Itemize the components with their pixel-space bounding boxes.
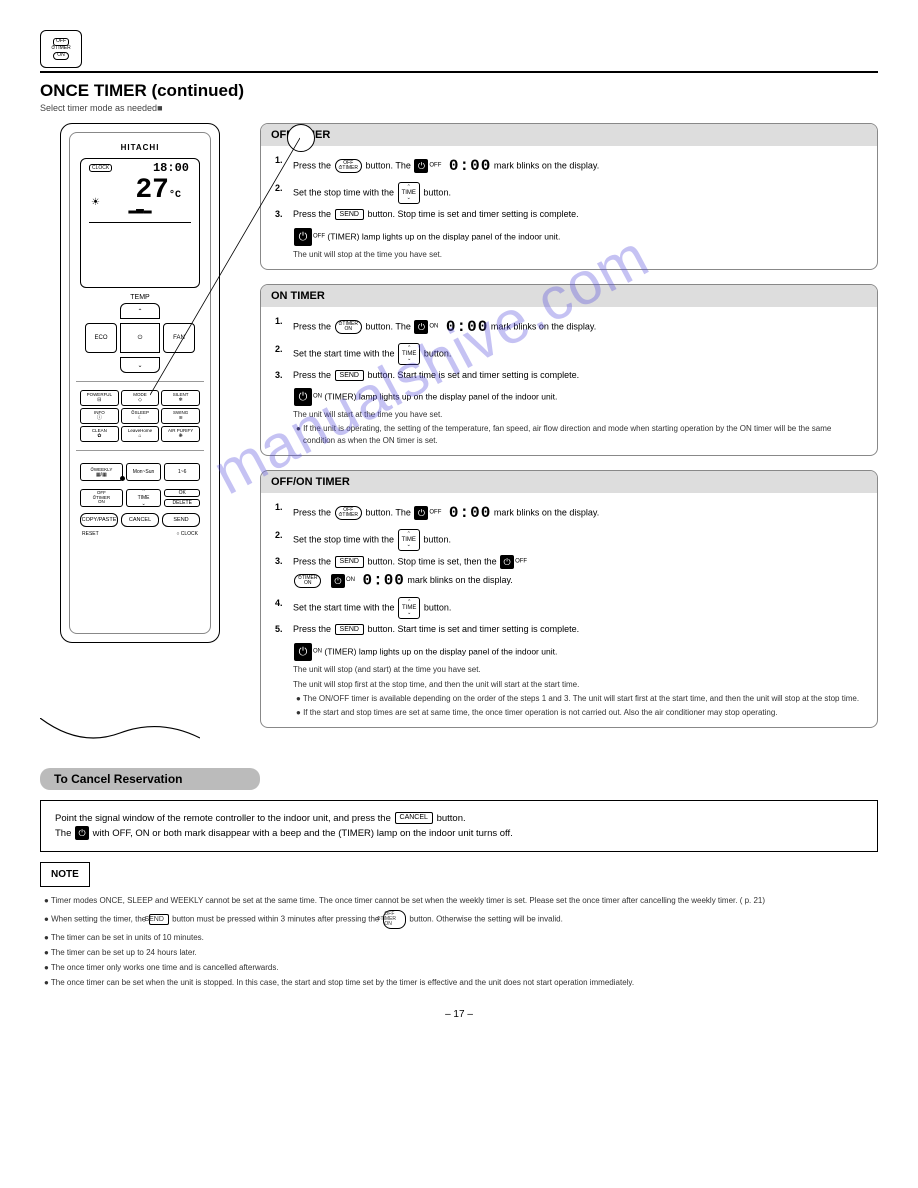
offon-note2: The unit will stop first at the stop tim… (293, 679, 863, 691)
silent-button[interactable]: SILENT❄ (161, 390, 200, 406)
remote-bottom-curve (40, 718, 200, 758)
temp-label: TEMP (74, 294, 206, 301)
delete-button[interactable]: DELETE (164, 499, 200, 507)
subtitle: Select timer mode as needed■ (40, 103, 878, 113)
clock-icon: ⏻ (414, 320, 428, 334)
callout-circle (287, 124, 315, 152)
send-button-icon: SEND (335, 370, 364, 381)
send-button-icon: SEND (335, 624, 364, 635)
clock-icon: ⏻ (414, 506, 428, 520)
weekly-button[interactable]: ⏱WEEKLY▦/▦ (80, 463, 123, 481)
offon-note1: The unit will stop (and start) at the ti… (293, 664, 863, 676)
cancel-heading: To Cancel Reservation (40, 768, 260, 790)
monsun-button[interactable]: Mon~Sun (126, 463, 162, 481)
timer-lamp-icon: ⏻ (294, 388, 312, 406)
timer-lamp-icon: ⏻ (294, 228, 312, 246)
temp-unit: °C (169, 190, 181, 201)
clock-icon: ⏻ (414, 159, 428, 173)
brand-label: HITACHI (74, 143, 206, 152)
swing-button[interactable]: SWING≋ (161, 408, 200, 424)
on-timer-button-icon: ⏱TIMERON (294, 574, 321, 588)
time-button[interactable]: ⌃TIME⌄ (126, 489, 162, 507)
on-timer-note: The unit will start at the time you have… (293, 409, 863, 421)
lcd-screen: CLOCK 18:00 ☀ 27°C ▂▃▂ (80, 158, 200, 288)
reset-label: RESET (82, 531, 99, 537)
power-button[interactable]: ⏻ (120, 323, 160, 353)
on-timer-panel: ON TIMER 1. Press the ⏱TIMERON button. T… (260, 284, 878, 457)
offon-timer-heading: OFF/ON TIMER (261, 471, 877, 493)
off-timer-button-icon: OFF⏱TIMER (335, 506, 362, 520)
temp-down-button[interactable]: ⌄ (120, 357, 160, 373)
send-button-icon: SEND (335, 209, 364, 220)
off-on-timer-button-icon: OFF⏱TIMERON (383, 910, 407, 929)
time-button-icon: ⌃TIME⌄ (398, 529, 420, 551)
off-on-timer-button[interactable]: OFF⏱TIMERON (80, 489, 123, 507)
off-timer-panel: OFF TIMER 1. Press the OFF⏱TIMER button.… (260, 123, 878, 270)
timer-lamp-icon: ⏻ (294, 643, 312, 661)
header-timer: ⏱TIMER (51, 46, 70, 52)
send-button-icon: SEND (335, 556, 364, 567)
clock-time: 18:00 (153, 161, 189, 175)
on-timer-button-icon: ⏱TIMERON (335, 320, 362, 334)
digital-time: 0:00 (363, 572, 405, 590)
off-timer-note: The unit will stop at the time you have … (293, 249, 863, 261)
ok-button[interactable]: OK (164, 489, 200, 497)
on-timer-heading: ON TIMER (261, 285, 877, 307)
fan-button[interactable]: FAN (163, 323, 195, 353)
time-button-icon: ⌃TIME⌄ (398, 597, 420, 619)
clock-button-label: CLOCK (181, 531, 198, 537)
header-on: ON (53, 52, 69, 60)
off-timer-heading: OFF TIMER (261, 124, 877, 146)
temp-up-button[interactable]: ⌃ (120, 303, 160, 319)
send-button[interactable]: SEND (162, 513, 200, 527)
offon-bullet1: The ON/OFF timer is available depending … (303, 694, 859, 703)
cancel-box: Point the signal window of the remote co… (40, 800, 878, 852)
time-button-icon: ⌃TIME⌄ (398, 343, 420, 365)
info-button[interactable]: INFOⓘ (80, 408, 119, 424)
on-timer-bullet: If the unit is operating, the setting of… (303, 424, 831, 445)
off-timer-button-icon: OFF⏱TIMER (335, 159, 362, 173)
onesix-button[interactable]: 1~6 (164, 463, 200, 481)
clock-icon: ⏻ (500, 555, 514, 569)
clock-icon: ⏻ (331, 574, 345, 588)
cancel-button[interactable]: CANCEL (121, 513, 159, 527)
cancel-button-icon: CANCEL (395, 812, 433, 823)
airpurify-button[interactable]: AIR PURIFY❋ (161, 426, 200, 442)
mode-button[interactable]: MODE◇ (121, 390, 160, 406)
page-number: – 17 – (40, 1009, 878, 1020)
clock-label: CLOCK (89, 164, 112, 172)
digital-time: 0:00 (446, 318, 488, 336)
powerful-button[interactable]: POWERFUL⊟ (80, 390, 119, 406)
notes-list: ● Timer modes ONCE, SLEEP and WEEKLY can… (40, 895, 878, 989)
copypaste-button[interactable]: COPY/PASTE (80, 513, 118, 527)
eco-button[interactable]: ECO (85, 323, 117, 353)
sleep-button[interactable]: ⏱SLEEP☾ (121, 408, 160, 424)
digital-time: 0:00 (449, 504, 491, 522)
offon-timer-panel: OFF/ON TIMER 1. Press the OFF⏱TIMER butt… (260, 470, 878, 728)
clean-button[interactable]: CLEAN✿ (80, 426, 119, 442)
note-label: NOTE (40, 862, 90, 887)
leavehome-button[interactable]: LeaveHome⌂ (121, 426, 160, 442)
send-button-icon: SEND (149, 914, 168, 925)
header-timer-icon: OFF ⏱TIMER ON (40, 30, 82, 68)
remote-controller: HITACHI CLOCK 18:00 ☀ 27°C ▂▃▂ TEMP ⌃ ⌄ … (60, 123, 220, 643)
offon-bullet2: If the start and stop times are set at s… (303, 708, 777, 717)
dpad: ⌃ ⌄ ECO FAN ⏻ (85, 303, 195, 373)
temp-value: 27 (135, 175, 169, 206)
time-button-icon: ⌃TIME⌄ (398, 182, 420, 204)
sun-icon: ☀ (91, 197, 100, 208)
digital-time: 0:00 (449, 157, 491, 175)
page-title: ONCE TIMER (continued) (40, 81, 878, 101)
clock-icon: ⏻ (75, 826, 89, 840)
